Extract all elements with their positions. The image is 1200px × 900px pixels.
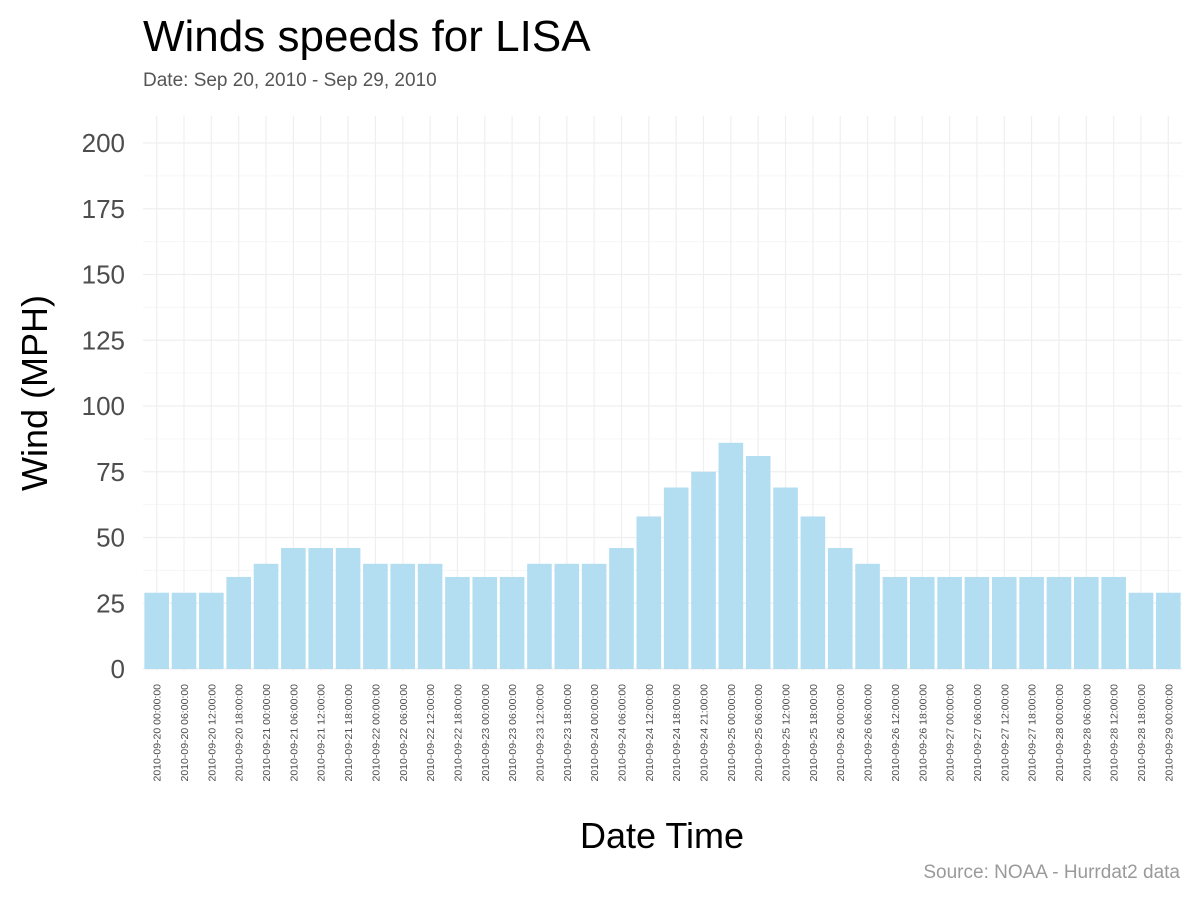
- x-tick-label: 2010-09-24 06:00:00: [616, 684, 628, 782]
- bar: [964, 576, 990, 669]
- bar: [281, 548, 306, 669]
- x-tick-label: 2010-09-25 06:00:00: [753, 684, 765, 782]
- chart-caption: Source: NOAA - Hurrdat2 data: [923, 862, 1180, 883]
- bar: [581, 563, 607, 669]
- x-tick-label: 2010-09-27 12:00:00: [999, 684, 1011, 782]
- y-tick-label: 25: [96, 588, 125, 618]
- bar: [253, 563, 279, 669]
- bar: [609, 548, 634, 669]
- x-tick-label: 2010-09-24 21:00:00: [699, 684, 711, 782]
- x-axis-ticks: 2010-09-20 00:00:00 2010-09-20 06:00:00 20…: [152, 684, 1176, 782]
- x-tick-label: 2010-09-21 00:00:00: [261, 684, 273, 782]
- bar: [827, 548, 853, 669]
- x-tick-label: 2010-09-29 00:00:00: [1163, 684, 1175, 782]
- x-tick-label: 2010-09-22 06:00:00: [398, 684, 410, 782]
- bar: [171, 592, 197, 669]
- bar: [937, 576, 962, 669]
- x-tick-label: 2010-09-24 18:00:00: [671, 684, 683, 782]
- y-axis-title: Wind (MPH): [14, 295, 55, 491]
- bar: [335, 548, 361, 669]
- y-tick-label: 50: [96, 523, 125, 553]
- chart-subtitle: Date: Sep 20, 2010 - Sep 29, 2010: [143, 70, 437, 91]
- bar: [855, 563, 880, 669]
- y-tick-label: 75: [96, 457, 125, 487]
- x-tick-label: 2010-09-23 18:00:00: [562, 684, 574, 782]
- bar: [1073, 576, 1099, 669]
- y-tick-label: 150: [82, 260, 125, 290]
- bar: [800, 516, 826, 669]
- x-tick-label: 2010-09-21 12:00:00: [316, 684, 328, 782]
- x-tick-label: 2010-09-26 06:00:00: [863, 684, 875, 782]
- bar: [718, 442, 744, 669]
- y-tick-label: 0: [111, 654, 125, 684]
- y-tick-label: 125: [82, 325, 125, 355]
- x-tick-label: 2010-09-25 00:00:00: [726, 684, 738, 782]
- x-tick-label: 2010-09-23 00:00:00: [480, 684, 492, 782]
- x-tick-label: 2010-09-24 12:00:00: [644, 684, 656, 782]
- bar: [636, 516, 662, 669]
- bar: [554, 563, 580, 669]
- bar: [1156, 592, 1181, 669]
- x-axis-title: Date Time: [580, 815, 744, 856]
- bar: [199, 592, 224, 669]
- bar: [745, 455, 771, 669]
- bar: [390, 563, 416, 669]
- bar: [527, 563, 552, 669]
- x-tick-label: 2010-09-26 18:00:00: [917, 684, 929, 782]
- y-tick-label: 100: [82, 391, 125, 421]
- x-tick-label: 2010-09-22 18:00:00: [452, 684, 464, 782]
- bar: [773, 487, 798, 669]
- x-tick-label: 2010-09-22 00:00:00: [370, 684, 382, 782]
- x-tick-label: 2010-09-26 12:00:00: [890, 684, 902, 782]
- x-tick-label: 2010-09-28 18:00:00: [1136, 684, 1148, 782]
- bar: [499, 576, 525, 669]
- bar: [1128, 592, 1154, 669]
- x-tick-label: 2010-09-28 12:00:00: [1109, 684, 1121, 782]
- x-tick-label: 2010-09-27 00:00:00: [945, 684, 957, 782]
- bar: [226, 576, 252, 669]
- y-axis-ticks: 0 25 50 75 100 125 150 175 200: [82, 128, 125, 684]
- y-tick-label: 175: [82, 194, 125, 224]
- x-tick-label: 2010-09-28 06:00:00: [1081, 684, 1093, 782]
- x-tick-label: 2010-09-26 00:00:00: [835, 684, 847, 782]
- chart-title: Winds speeds for LISA: [143, 12, 591, 61]
- x-tick-label: 2010-09-20 12:00:00: [206, 684, 218, 782]
- bar: [1046, 576, 1072, 669]
- y-tick-label: 200: [82, 128, 125, 158]
- bar: [1019, 576, 1044, 669]
- x-tick-label: 2010-09-20 06:00:00: [179, 684, 191, 782]
- x-tick-label: 2010-09-22 12:00:00: [425, 684, 437, 782]
- x-tick-label: 2010-09-23 06:00:00: [507, 684, 519, 782]
- bar: [663, 487, 689, 669]
- x-tick-label: 2010-09-20 18:00:00: [234, 684, 246, 782]
- bar: [909, 576, 935, 669]
- bar: [472, 576, 498, 669]
- x-tick-label: 2010-09-20 00:00:00: [152, 684, 164, 782]
- x-tick-label: 2010-09-23 12:00:00: [534, 684, 546, 782]
- bar: [991, 576, 1017, 669]
- bars: [144, 442, 1181, 669]
- bar: [417, 563, 443, 669]
- bar: [445, 576, 470, 669]
- bar: [882, 576, 908, 669]
- bar: [363, 563, 388, 669]
- x-tick-label: 2010-09-24 00:00:00: [589, 684, 601, 782]
- bar: [1101, 576, 1126, 669]
- x-tick-label: 2010-09-27 18:00:00: [1027, 684, 1039, 782]
- x-tick-label: 2010-09-25 12:00:00: [781, 684, 793, 782]
- x-tick-label: 2010-09-28 00:00:00: [1054, 684, 1066, 782]
- x-tick-label: 2010-09-21 06:00:00: [288, 684, 300, 782]
- x-tick-label: 2010-09-25 18:00:00: [808, 684, 820, 782]
- x-tick-label: 2010-09-27 06:00:00: [972, 684, 984, 782]
- bar: [144, 592, 169, 669]
- bar: [691, 471, 716, 669]
- bar: [308, 548, 334, 669]
- x-tick-label: 2010-09-21 18:00:00: [343, 684, 355, 782]
